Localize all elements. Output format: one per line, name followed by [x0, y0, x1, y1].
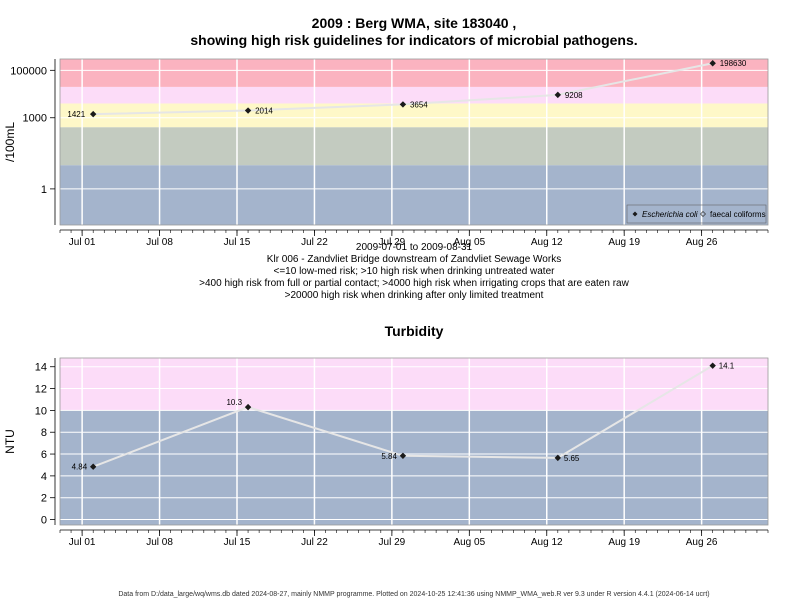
chart1-plot-area: Jul 01 Jul 08 Jul 15 Jul 22 Jul 29 Aug 05 Aug … [3, 58, 769, 248]
chart2-x-tick-label-7: Aug 19 [608, 537, 640, 548]
chart2-y-tick-label-1: 2 [41, 493, 47, 505]
chart1-y-tick-label-1: 1000 [23, 113, 47, 125]
chart1-data-label-0: 1421 [67, 110, 85, 119]
chart1-legend-box [626, 204, 767, 224]
chart1-x-tick-label-1: Jul 08 [146, 237, 173, 248]
chart1-title-line1: 2009 : Berg WMA, site 183040 , [312, 15, 517, 31]
chart2-y-tick-label-2: 4 [41, 471, 47, 483]
chart1-x-tick-label-2: Jul 15 [224, 237, 251, 248]
chart1-title-line2: showing high risk guidelines for indicat… [190, 32, 637, 48]
chart1-y-tick-label-0: 1 [41, 184, 47, 196]
chart1-subtitle-3: <=10 low-med risk; >10 high risk when dr… [274, 266, 556, 277]
chart2-data-point-3 [554, 454, 562, 462]
chart1-data-point-0 [89, 110, 97, 118]
footer-note: Data from D:/data_large/wq/wms.db dated … [118, 591, 709, 598]
chart1-legend-marker-0 [632, 211, 638, 217]
chart1-subtitle-4: >400 high risk from full or partial cont… [199, 278, 629, 289]
chart2-x-tick-label-5: Aug 05 [453, 537, 485, 548]
chart1-data-point-4 [709, 60, 716, 67]
chart2-y-tick-label-3: 6 [41, 449, 47, 461]
chart2-data-label-4: 14.1 [719, 362, 735, 371]
chart1-data-label-2: 3654 [410, 100, 428, 109]
chart2-x-tick-label-8: Aug 26 [686, 537, 718, 548]
chart2-x-tick-label-2: Jul 15 [224, 537, 251, 548]
chart1-data-label-3: 9208 [565, 91, 583, 100]
chart2-x-tick-label-3: Jul 22 [301, 537, 328, 548]
chart2-y-tick-label-4: 8 [41, 427, 47, 439]
chart1-band-4 [60, 59, 768, 87]
chart1-subtitle-2: Klr 006 - Zandvliet Bridge downstream of… [267, 254, 561, 265]
chart2-data-point-4 [709, 362, 716, 369]
chart2-x-tick-label-0: Jul 01 [69, 537, 96, 548]
chart2-data-label-2: 5.84 [381, 452, 397, 461]
chart1-x-tick-label-7: Aug 19 [608, 237, 640, 248]
chart1-x-tick-label-8: Aug 26 [686, 237, 718, 248]
chart1-legend-marker-1 [700, 211, 706, 217]
chart1-band-0 [60, 165, 768, 225]
chart2-y-tick-label-6: 12 [35, 384, 47, 396]
chart1-x-tick-label-5: Aug 05 [453, 237, 485, 248]
chart1-x-tick-label-0: Jul 01 [69, 237, 96, 248]
chart1-x-tick-label-3: Jul 22 [301, 237, 328, 248]
chart1-data-point-3 [554, 91, 562, 99]
chart2-data-point-2 [399, 452, 407, 459]
chart1-frame [59, 58, 769, 226]
chart2-x-tick-label-4: Jul 29 [379, 537, 406, 548]
chart2-y-tick-label-7: 14 [35, 362, 47, 374]
chart1-x-tick-label-6: Aug 12 [531, 237, 563, 248]
chart2-band-1 [60, 358, 768, 411]
chart1-data-label-1: 2014 [255, 107, 273, 116]
chart1-subtitle-1: 2009-07-01 to 2009-08-31 [356, 242, 473, 253]
chart1-data-label-4: 198630 [720, 59, 747, 68]
chart1-legend-label-0: Escherichia coli [642, 210, 698, 219]
chart1-data-point-1 [244, 107, 252, 114]
chart1-data-point-2 [399, 101, 407, 108]
chart2-plot-area: Jul 01 Jul 08 Jul 15 Jul 22 Jul 29 Aug 05 Aug … [3, 357, 769, 548]
chart2-x-tick-label-1: Jul 08 [146, 537, 173, 548]
chart2-data-label-3: 5.65 [564, 454, 580, 463]
chart1-band-1 [60, 127, 768, 166]
chart2-data-point-0 [89, 463, 97, 470]
chart1-legend-label-1: faecal coliforms [710, 210, 766, 219]
chart1-y-axis-label: /100mL [3, 122, 17, 162]
chart2-data-point-1 [244, 403, 252, 411]
chart2-y-tick-label-5: 10 [35, 405, 47, 417]
chart1-subtitle-5: >20000 high risk when drinking after onl… [285, 290, 544, 301]
chart2-y-axis-label: NTU [3, 429, 17, 454]
chart2-band-0 [60, 410, 768, 525]
chart2-data-label-0: 4.84 [72, 463, 88, 472]
chart2-title: Turbidity [385, 323, 444, 339]
chart2-data-label-1: 10.3 [226, 398, 242, 407]
chart2-frame [59, 357, 769, 526]
chart2-y-tick-label-0: 0 [41, 515, 47, 527]
chart1-y-tick-label-2: 100000 [10, 65, 47, 77]
chart2-x-tick-label-6: Aug 12 [531, 537, 563, 548]
chart1-x-tick-label-4: Jul 29 [379, 237, 406, 248]
